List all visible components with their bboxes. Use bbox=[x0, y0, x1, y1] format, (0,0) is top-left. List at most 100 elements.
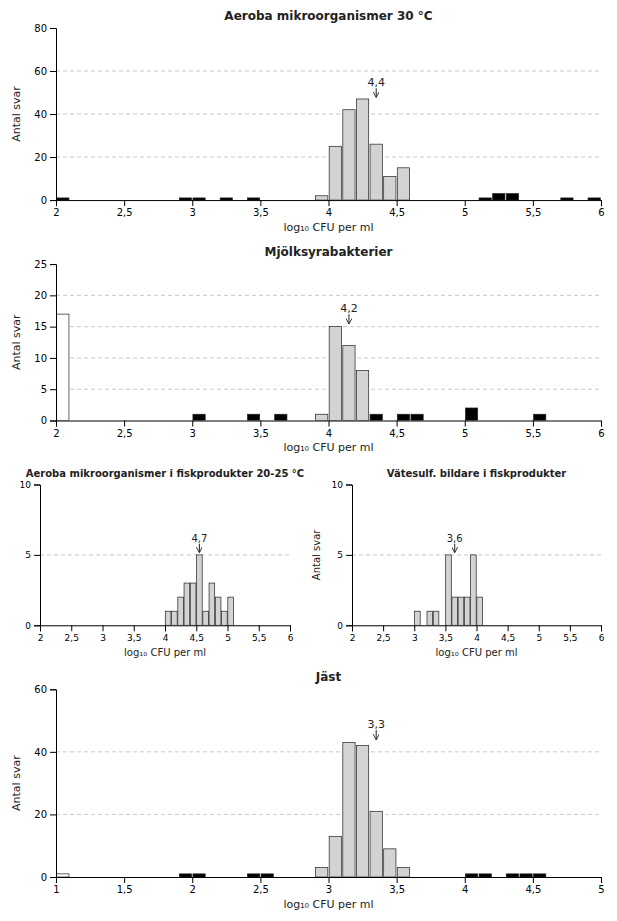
bar bbox=[464, 597, 470, 625]
x-tick: 3,5 bbox=[253, 421, 269, 439]
bar bbox=[343, 742, 355, 877]
x-tick: 3 bbox=[100, 625, 106, 642]
x-tick: 4 bbox=[474, 625, 480, 642]
x-tick-label: 4 bbox=[462, 884, 468, 895]
x-tick: 5 bbox=[225, 625, 231, 642]
x-tick-mark bbox=[228, 625, 229, 631]
x-tick: 2,5 bbox=[117, 200, 133, 218]
y-axis-line bbox=[50, 265, 57, 421]
y-tick-label: 10 bbox=[332, 480, 344, 490]
x-tick-label: 5 bbox=[225, 633, 231, 643]
x-axis-title: log₁₀ CFU per ml bbox=[283, 898, 373, 911]
y-tick: 20 bbox=[34, 290, 56, 301]
y-tick: 20 bbox=[34, 809, 56, 820]
bar bbox=[520, 874, 532, 877]
x-tick-mark bbox=[196, 625, 197, 631]
x-tick-mark bbox=[508, 625, 509, 631]
x-tick: 6 bbox=[598, 421, 604, 439]
x-tick-label: 2,5 bbox=[117, 207, 133, 218]
bar bbox=[329, 146, 341, 200]
bars bbox=[415, 555, 483, 625]
x-tick-label: 2,5 bbox=[65, 633, 79, 643]
bar bbox=[184, 583, 190, 625]
bar bbox=[190, 583, 196, 625]
y-tick: 0 bbox=[337, 621, 352, 631]
x-tick-label: 4,5 bbox=[389, 207, 405, 218]
annotation-arrow bbox=[454, 544, 455, 552]
x-tick: 4,5 bbox=[389, 421, 405, 439]
grid-line bbox=[56, 157, 601, 158]
bar bbox=[316, 414, 328, 420]
x-tick-label: 1 bbox=[53, 884, 59, 895]
x-tick-mark bbox=[329, 200, 330, 206]
x-tick-label: 3,5 bbox=[439, 633, 453, 643]
x-tick: 4,5 bbox=[190, 625, 204, 642]
y-tick-label: 15 bbox=[34, 321, 47, 332]
y-tick-mark bbox=[50, 200, 56, 201]
x-tick: 3,5 bbox=[389, 877, 405, 895]
bar bbox=[172, 611, 178, 625]
bar bbox=[427, 611, 433, 625]
x-tick-mark bbox=[192, 421, 193, 427]
x-tick-mark bbox=[397, 421, 398, 427]
x-tick: 4,5 bbox=[525, 877, 541, 895]
y-tick-label: 25 bbox=[34, 259, 47, 270]
x-tick-mark bbox=[124, 200, 125, 206]
x-axis-line bbox=[353, 626, 602, 632]
x-tick-mark bbox=[601, 200, 602, 206]
y-tick-mark bbox=[50, 71, 56, 72]
bars bbox=[57, 99, 601, 200]
bar bbox=[370, 811, 382, 877]
x-tick: 1 bbox=[53, 877, 59, 895]
y-axis-title: Antal svar bbox=[10, 86, 23, 142]
x-tick-mark bbox=[533, 877, 534, 883]
x-tick-label: 5,5 bbox=[252, 633, 266, 643]
grid-line bbox=[56, 295, 601, 296]
x-tick: 1,5 bbox=[117, 877, 133, 895]
y-axis: 0204060 bbox=[34, 684, 56, 883]
x-tick: 2 bbox=[350, 625, 356, 642]
y-tick-label: 80 bbox=[34, 23, 47, 34]
bar bbox=[193, 414, 205, 420]
x-tick-mark bbox=[260, 421, 261, 427]
x-tick-mark bbox=[397, 877, 398, 883]
panel: 22,533,544,555,56020406080Aeroba mikroor… bbox=[10, 9, 605, 234]
title: Mjölksyrabakterier bbox=[264, 245, 392, 259]
bar bbox=[329, 327, 341, 421]
x-tick: 5,5 bbox=[563, 625, 577, 642]
bar bbox=[179, 874, 191, 877]
x-tick-label: 3,5 bbox=[253, 207, 269, 218]
annotation: 4,7 bbox=[191, 533, 207, 544]
x-axis-title: log₁₀ CFU per ml bbox=[124, 647, 206, 658]
x-tick-mark bbox=[533, 200, 534, 206]
x-tick: 3,5 bbox=[439, 625, 453, 642]
x-tick-label: 4 bbox=[163, 633, 169, 643]
bar bbox=[228, 597, 234, 625]
y-tick: 40 bbox=[34, 109, 56, 120]
x-tick-label: 1,5 bbox=[117, 884, 133, 895]
bar bbox=[215, 597, 221, 625]
y-tick-label: 0 bbox=[41, 415, 47, 426]
x-tick-label: 4,5 bbox=[501, 633, 515, 643]
x-tick-mark bbox=[533, 421, 534, 427]
x-tick-mark bbox=[124, 877, 125, 883]
y-tick-label: 5 bbox=[25, 550, 31, 560]
x-tick-label: 2 bbox=[53, 207, 59, 218]
y-tick-label: 40 bbox=[34, 109, 47, 120]
y-tick-label: 0 bbox=[25, 621, 31, 631]
grid-line bbox=[40, 554, 290, 555]
bar bbox=[316, 868, 328, 877]
x-tick-label: 2 bbox=[190, 884, 196, 895]
y-tick-label: 0 bbox=[41, 872, 47, 883]
x-tick-mark bbox=[477, 625, 478, 631]
x-axis: 22,533,544,555,56 bbox=[53, 200, 604, 218]
y-tick-mark bbox=[50, 28, 56, 29]
x-tick-mark bbox=[445, 625, 446, 631]
x-tick-mark bbox=[260, 877, 261, 883]
grid bbox=[56, 71, 601, 157]
annotation: 3,6 bbox=[447, 533, 463, 544]
panel: 11,522,533,544,550204060Jästlog₁₀ CFU pe… bbox=[10, 670, 605, 911]
x-tick: 5 bbox=[462, 200, 468, 218]
bar bbox=[57, 198, 69, 200]
x-tick: 2,5 bbox=[376, 625, 390, 642]
